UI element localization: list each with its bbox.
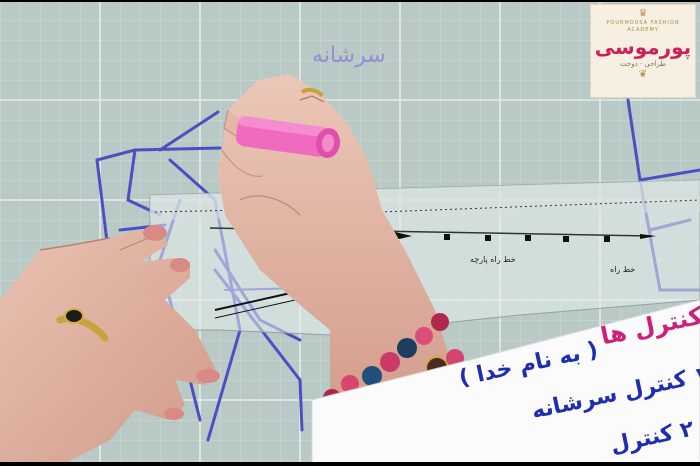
logo-academy-name: POURMOUSA FASHION ACADEMY [606, 20, 680, 33]
note-paper [311, 299, 700, 466]
flourish-icon: ❦ [638, 69, 648, 80]
svg-text:سرشانه: سرشانه [312, 43, 386, 68]
crown-icon: ♛ [638, 8, 648, 19]
svg-text:خط راه پارچه: خط راه پارچه [470, 255, 516, 264]
ring-stone [64, 308, 84, 324]
logo-brand: پورموسی [594, 35, 692, 59]
letterbox-bottom [0, 462, 700, 466]
svg-text:خط راه: خط راه [610, 265, 635, 274]
left-hand [0, 225, 220, 466]
pink-highlighter [235, 116, 341, 158]
academy-logo: ♛ POURMOUSA FASHION ACADEMY پورموسی طراح… [590, 4, 696, 98]
logo-tagline: طراحی · دوخت [620, 60, 666, 68]
letterbox-top [0, 0, 700, 2]
right-hand [218, 74, 490, 466]
